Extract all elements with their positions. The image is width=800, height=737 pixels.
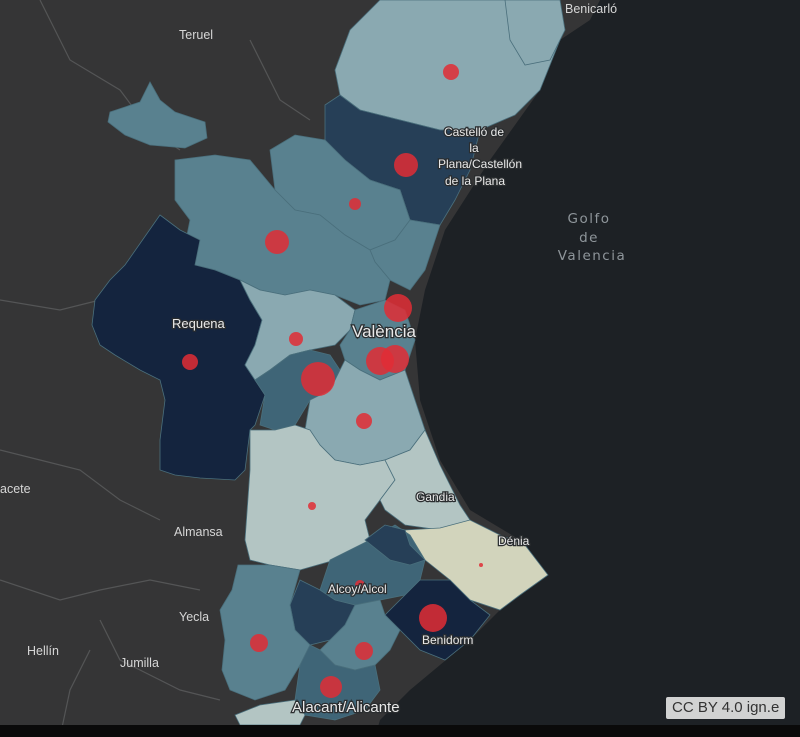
marker-elda[interactable] (250, 634, 268, 652)
label-golfo-2: de (579, 230, 599, 246)
attribution[interactable]: CC BY 4.0 ign.e (666, 697, 786, 719)
label-castello-3: Plana/Castellón (438, 157, 522, 171)
marker-hoya-bunol[interactable] (301, 362, 335, 396)
region-comtat (364, 524, 426, 566)
marker-serranos[interactable] (265, 230, 289, 254)
marker-alcoy[interactable] (355, 580, 365, 590)
label-hellin: Hellín (27, 644, 59, 658)
comarcas (91, 0, 566, 726)
marker-camp-turia[interactable] (289, 332, 303, 346)
label-jumilla: Jumilla (120, 656, 159, 670)
marker-sagunt[interactable] (384, 294, 412, 322)
label-gandia: Gandia (416, 490, 455, 504)
marker-benicarlo-area[interactable] (443, 64, 459, 80)
label-denia: Dénia (498, 534, 530, 548)
label-alicante: Alacant/Alicante (292, 699, 400, 716)
label-castello-1: Castelló de (444, 125, 504, 139)
label-teruel: Teruel (179, 28, 213, 42)
label-almansa: Almansa (174, 525, 223, 539)
label-alcoy: Alcoy/Alcol (328, 582, 387, 596)
label-castello-4: de la Plana (445, 174, 505, 188)
label-golfo-1: Golfo (568, 211, 611, 227)
marker-denia[interactable] (479, 563, 483, 567)
marker-valencia-b[interactable] (381, 345, 409, 373)
region-requena-utiel (91, 214, 266, 481)
marker-castello[interactable] (394, 153, 418, 177)
marker-cofrentes[interactable] (308, 502, 316, 510)
region-alt-vinalopo (219, 564, 311, 701)
region-alacanti (319, 599, 401, 671)
marker-requena[interactable] (182, 354, 198, 370)
marker-benidorm[interactable] (419, 604, 447, 632)
label-golfo-3: Valencia (558, 248, 627, 264)
label-yecla: Yecla (179, 610, 209, 624)
label-albacete: acete (0, 482, 31, 496)
label-valencia: València (352, 322, 416, 341)
markers (182, 64, 483, 698)
label-requena: Requena (172, 316, 226, 331)
marker-ribera[interactable] (356, 413, 372, 429)
marker-alicante[interactable] (320, 676, 342, 698)
marker-alcalaten[interactable] (349, 198, 361, 210)
label-castello-2: la (469, 141, 479, 155)
region-ademuz (107, 81, 208, 149)
bottom-strip (0, 725, 800, 737)
admin-borders (0, 0, 311, 737)
place-labels: Benicarló Teruel Castelló de la Plana/Ca… (0, 2, 627, 717)
label-benicarlo: Benicarló (565, 2, 617, 16)
region-alt-maestrat (504, 0, 566, 66)
marker-alacanti[interactable] (355, 642, 373, 660)
label-benidorm: Benidorm (422, 633, 473, 647)
